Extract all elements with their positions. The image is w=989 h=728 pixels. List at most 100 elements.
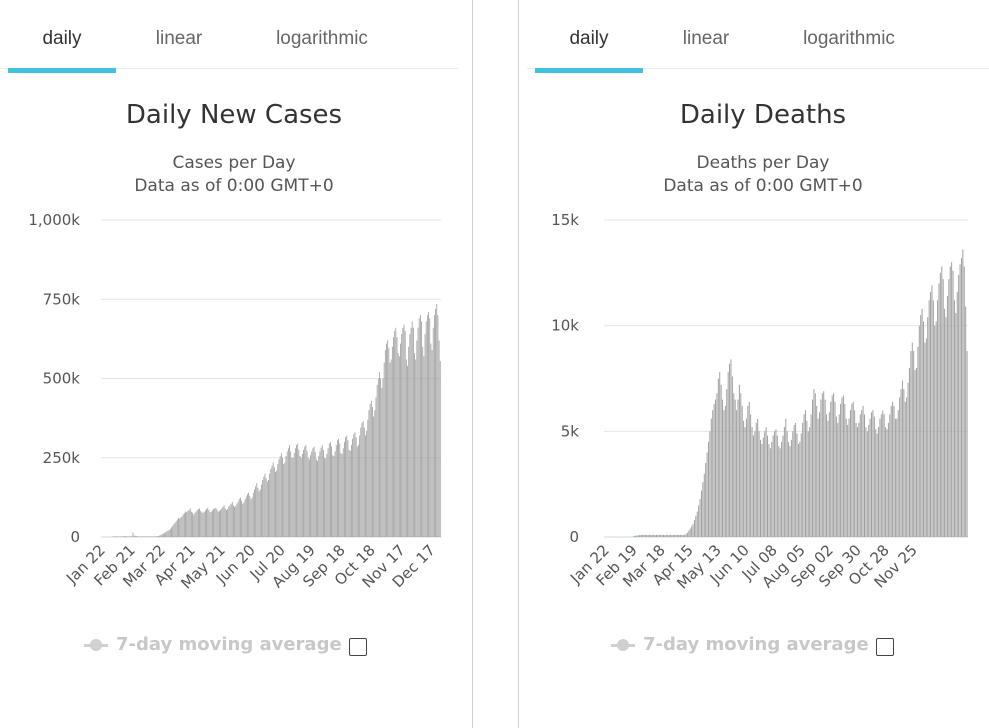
data-bar[interactable] [868, 424, 870, 537]
data-bar[interactable] [684, 534, 686, 537]
data-bar[interactable] [785, 418, 787, 537]
data-bar[interactable] [431, 349, 433, 537]
data-bar[interactable] [348, 449, 350, 537]
data-bar[interactable] [960, 258, 962, 537]
data-bar[interactable] [359, 435, 361, 537]
data-bar[interactable] [212, 510, 213, 537]
data-bar[interactable] [310, 455, 311, 537]
data-bar[interactable] [248, 492, 250, 537]
data-bar[interactable] [911, 342, 913, 537]
data-bar[interactable] [118, 536, 120, 537]
data-bar[interactable] [185, 511, 186, 537]
data-bar[interactable] [386, 343, 387, 537]
data-bar[interactable] [384, 349, 386, 537]
data-bar[interactable] [660, 534, 662, 537]
data-bar[interactable] [326, 453, 328, 537]
data-bar[interactable] [792, 431, 794, 537]
data-bar[interactable] [382, 378, 384, 538]
data-bar[interactable] [366, 430, 368, 537]
data-bar[interactable] [844, 403, 846, 537]
data-bar[interactable] [708, 441, 709, 537]
data-bar[interactable] [813, 389, 815, 537]
data-bar[interactable] [219, 511, 220, 537]
data-bar[interactable] [754, 431, 756, 537]
data-bar[interactable] [349, 450, 351, 537]
data-bar[interactable] [415, 359, 417, 537]
data-bar[interactable] [285, 456, 287, 537]
data-bar[interactable] [424, 334, 426, 537]
data-bar[interactable] [404, 330, 406, 537]
data-bar[interactable] [368, 410, 370, 537]
data-bar[interactable] [370, 400, 372, 537]
data-bar[interactable] [133, 535, 135, 537]
data-bar[interactable] [123, 536, 125, 537]
data-bar[interactable] [408, 346, 410, 537]
data-bar[interactable] [751, 427, 753, 537]
data-bar[interactable] [362, 421, 364, 537]
data-bar[interactable] [252, 492, 254, 537]
data-bar[interactable] [425, 321, 427, 537]
data-bar[interactable] [319, 451, 321, 537]
data-bar[interactable] [148, 536, 150, 537]
data-bar[interactable] [210, 511, 212, 537]
data-bar[interactable] [705, 463, 707, 537]
data-bar[interactable] [181, 516, 183, 537]
data-bar[interactable] [228, 506, 230, 537]
data-bar[interactable] [654, 534, 656, 537]
data-bar[interactable] [136, 536, 137, 537]
data-bar[interactable] [331, 446, 332, 537]
data-bar[interactable] [137, 536, 139, 537]
data-bar[interactable] [308, 459, 310, 537]
data-bar[interactable] [917, 346, 919, 537]
data-bar[interactable] [251, 497, 253, 538]
data-bar[interactable] [859, 414, 861, 537]
data-bar[interactable] [830, 401, 832, 537]
data-bar[interactable] [837, 422, 839, 537]
data-bar[interactable] [685, 533, 687, 537]
data-bar[interactable] [187, 511, 189, 537]
data-bar[interactable] [312, 448, 314, 537]
data-bar[interactable] [878, 427, 880, 537]
data-bar[interactable] [307, 457, 309, 537]
data-bar[interactable] [206, 509, 207, 537]
data-bar[interactable] [772, 435, 774, 537]
data-bar[interactable] [790, 439, 792, 537]
data-bar[interactable] [317, 460, 318, 537]
data-bar[interactable] [164, 533, 165, 537]
data-bar[interactable] [134, 535, 136, 537]
data-bar[interactable] [167, 530, 169, 537]
data-bar[interactable] [160, 534, 162, 537]
data-bar[interactable] [674, 534, 676, 537]
data-bar[interactable] [720, 384, 722, 537]
data-bar[interactable] [812, 399, 813, 537]
data-bar[interactable] [767, 435, 769, 537]
data-bar[interactable] [747, 405, 749, 537]
data-bar[interactable] [904, 401, 906, 537]
data-bar[interactable] [737, 399, 739, 537]
data-bar[interactable] [139, 536, 141, 537]
data-bar[interactable] [774, 431, 776, 537]
data-bar[interactable] [834, 401, 836, 537]
data-bar[interactable] [886, 429, 888, 537]
data-bar[interactable] [294, 448, 296, 537]
data-bar[interactable] [373, 416, 375, 537]
data-bar[interactable] [332, 455, 334, 537]
data-bar[interactable] [748, 401, 750, 537]
data-bar[interactable] [358, 445, 359, 537]
data-bar[interactable] [131, 536, 133, 537]
data-bar[interactable] [430, 343, 432, 537]
data-bar[interactable] [216, 509, 218, 537]
data-bar[interactable] [126, 536, 128, 537]
data-bar[interactable] [325, 458, 327, 537]
data-bar[interactable] [113, 536, 115, 537]
data-bar[interactable] [277, 464, 279, 537]
data-bar[interactable] [194, 513, 196, 537]
data-bar[interactable] [365, 435, 366, 537]
data-bar[interactable] [230, 503, 232, 537]
data-bar[interactable] [726, 389, 728, 537]
data-bar[interactable] [235, 505, 237, 537]
data-bar[interactable] [304, 446, 306, 537]
data-bar[interactable] [436, 304, 438, 537]
data-bar[interactable] [817, 418, 819, 537]
data-bar[interactable] [788, 441, 790, 537]
